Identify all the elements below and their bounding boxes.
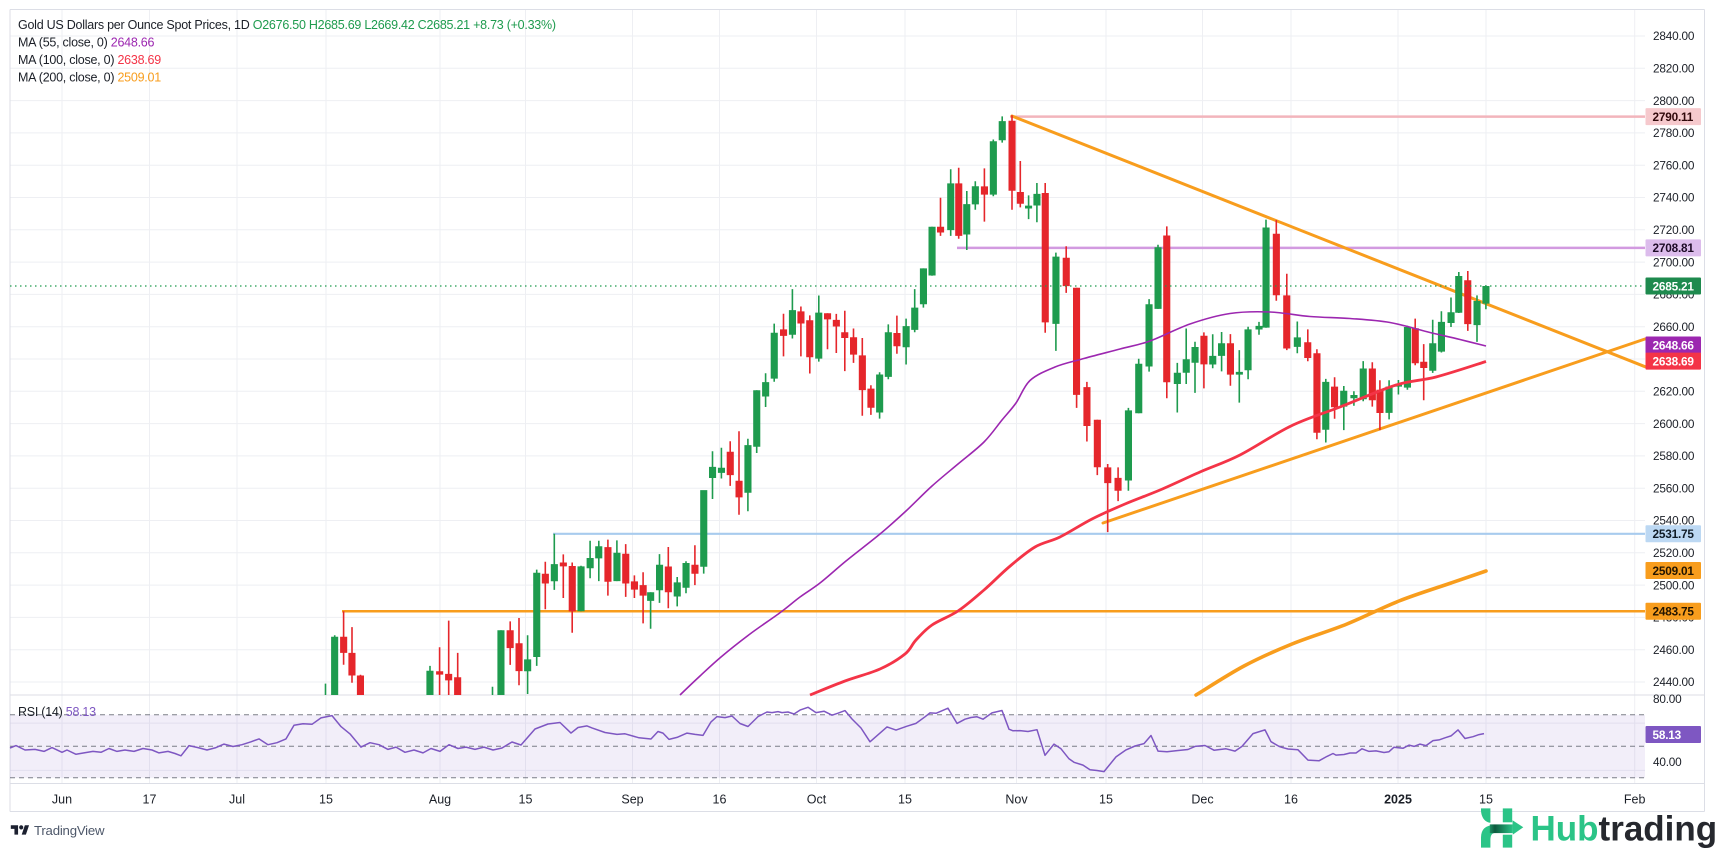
svg-text:16: 16 [1284, 793, 1298, 807]
svg-text:Nov: Nov [1005, 793, 1028, 807]
svg-text:2840.00: 2840.00 [1653, 29, 1695, 43]
svg-text:40.00: 40.00 [1653, 755, 1682, 769]
svg-text:2520.00: 2520.00 [1653, 546, 1695, 560]
svg-text:58.13: 58.13 [1653, 728, 1682, 742]
svg-text:2531.75: 2531.75 [1653, 527, 1695, 541]
svg-text:2660.00: 2660.00 [1653, 320, 1695, 334]
svg-text:2708.81: 2708.81 [1653, 241, 1695, 255]
svg-text:2509.01: 2509.01 [1653, 564, 1695, 578]
svg-text:Sep: Sep [621, 793, 643, 807]
svg-text:15: 15 [898, 793, 912, 807]
svg-text:2560.00: 2560.00 [1653, 481, 1695, 495]
svg-text:MA (200, close, 0) 2509.01: MA (200, close, 0) 2509.01 [18, 71, 161, 85]
svg-text:2500.00: 2500.00 [1653, 578, 1695, 592]
svg-text:2580.00: 2580.00 [1653, 449, 1695, 463]
svg-text:2460.00: 2460.00 [1653, 643, 1695, 657]
svg-text:2025: 2025 [1384, 793, 1412, 807]
svg-text:2620.00: 2620.00 [1653, 385, 1695, 399]
svg-text:2780.00: 2780.00 [1653, 126, 1695, 140]
svg-text:Hubtrading: Hubtrading [1531, 810, 1715, 848]
svg-text:2540.00: 2540.00 [1653, 514, 1695, 528]
svg-text:Feb: Feb [1624, 793, 1646, 807]
svg-text:TradingView: TradingView [34, 823, 105, 838]
svg-text:Dec: Dec [1191, 793, 1213, 807]
svg-text:2648.66: 2648.66 [1653, 338, 1695, 352]
svg-text:15: 15 [319, 793, 333, 807]
svg-text:2700.00: 2700.00 [1653, 255, 1695, 269]
svg-text:2760.00: 2760.00 [1653, 158, 1695, 172]
svg-text:2800.00: 2800.00 [1653, 94, 1695, 108]
svg-text:Gold US Dollars per Ounce Spot: Gold US Dollars per Ounce Spot Prices, 1… [18, 18, 556, 32]
svg-text:15: 15 [1479, 793, 1493, 807]
svg-text:Aug: Aug [429, 793, 451, 807]
svg-text:RSI (14) 58.13: RSI (14) 58.13 [18, 705, 96, 719]
svg-text:MA (100, close, 0) 2638.69: MA (100, close, 0) 2638.69 [18, 53, 161, 67]
svg-text:2740.00: 2740.00 [1653, 191, 1695, 205]
svg-text:80.00: 80.00 [1653, 692, 1682, 706]
svg-text:16: 16 [713, 793, 727, 807]
svg-text:2820.00: 2820.00 [1653, 62, 1695, 76]
svg-text:MA (55, close, 0) 2648.66: MA (55, close, 0) 2648.66 [18, 36, 154, 50]
svg-text:2600.00: 2600.00 [1653, 417, 1695, 431]
svg-text:17: 17 [143, 793, 157, 807]
svg-text:2483.75: 2483.75 [1653, 605, 1695, 619]
svg-text:15: 15 [519, 793, 533, 807]
svg-text:2685.21: 2685.21 [1653, 279, 1695, 293]
svg-text:Jul: Jul [229, 793, 245, 807]
svg-text:2790.11: 2790.11 [1653, 110, 1694, 124]
svg-text:15: 15 [1099, 793, 1113, 807]
svg-text:Jun: Jun [52, 793, 72, 807]
svg-text:2440.00: 2440.00 [1653, 675, 1695, 689]
svg-text:Oct: Oct [807, 793, 827, 807]
svg-text:2720.00: 2720.00 [1653, 223, 1695, 237]
svg-text:2638.69: 2638.69 [1653, 354, 1695, 368]
